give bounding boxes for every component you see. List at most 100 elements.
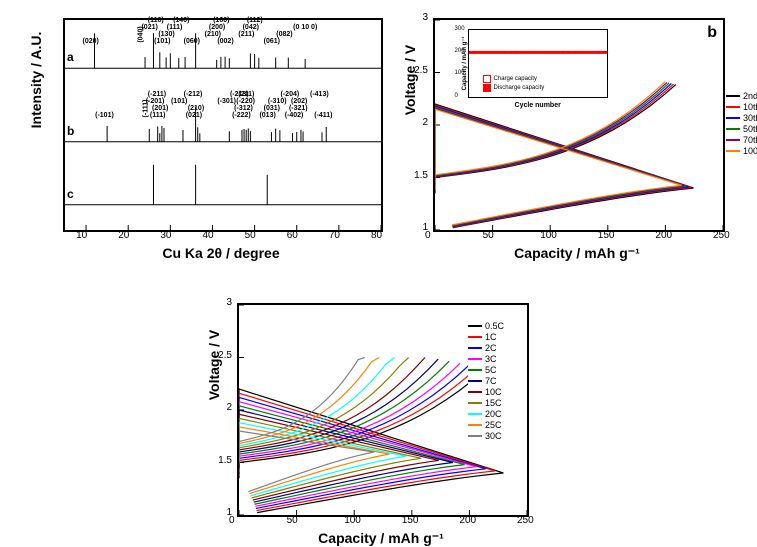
inset-legend: Charge capacityDischarge capacity [483,74,545,93]
tick-label: 10 [76,230,87,241]
legend-item: 30C [468,431,504,441]
peak-label: (031) [264,105,280,112]
tick-label: 150 [402,515,419,526]
tick-label: 2.5 [218,350,232,361]
peak-label: (0 10 0) [293,24,317,31]
tick-label: 50 [483,230,494,241]
legend-item: 7C [468,376,504,386]
tick-label: 2 [226,402,232,413]
peak-label: (-301) [217,98,236,105]
panel-b-yticks: 11.522.53 [408,18,430,228]
tick-label: 50 [287,515,298,526]
peak-label: (-402) [285,112,304,119]
tick-label: 2 [422,117,428,128]
peak-label: (101) [171,98,187,105]
peak-label: (210) [205,31,221,38]
tick-label: 100 [344,515,361,526]
legend-item: 3C [468,354,504,364]
tick-label: 100 [540,230,557,241]
tick-label: 3 [226,297,232,308]
panel-b-legend: 2nd10th30th50th70th100th [726,90,757,157]
peak-label: (021) [141,24,157,31]
tick-label: 1 [226,507,232,518]
trace-label-b: b [67,124,74,138]
peak-label: (200) [209,24,225,31]
peak-label: (042) [243,24,259,31]
peak-label: (061) [264,38,280,45]
peak-label: (-312) [234,105,253,112]
tick-label: 50 [245,230,256,241]
peak-label: (-211) [148,91,166,98]
tick-label: 30 [160,230,171,241]
tick-label: 3 [422,12,428,23]
trace-label-a: a [67,50,74,64]
panel-a [63,18,383,232]
peak-label: (210) [188,105,204,112]
tick-label: 80 [371,230,382,241]
peak-label: (-411) [314,112,332,119]
peak-label: (-201) [146,98,165,105]
peak-label: (140) [173,17,189,24]
peak-label: (-101) [95,112,114,119]
tick-label: 1 [422,222,428,233]
panel-c-xticks: 050100150200250 [237,515,525,527]
peak-label: (-321) [289,105,308,112]
panel-b-xlabel: Capacity / mAh g⁻¹ [433,245,721,262]
peak-label: (130) [158,31,174,38]
tick-label: 70 [329,230,340,241]
peak-label: (082) [276,31,292,38]
peak-label: (160) [213,17,229,24]
peak-label: (002) [217,38,233,45]
legend-item: 100th [726,146,757,156]
legend-item: 5C [468,365,504,375]
peak-label: (111) [167,24,183,31]
peak-label: (111) [150,112,166,119]
peak-label: (201) [152,105,168,112]
legend-item: 2C [468,343,504,353]
legend-item: 70th [726,135,757,145]
panel-b-xticks: 050100150200250 [433,230,721,242]
tick-label: 200 [655,230,672,241]
peak-label: (112) [247,17,263,24]
panel-c-xlabel: Capacity / mAh g⁻¹ [237,530,525,547]
peak-label: (211) [238,91,254,98]
legend-item: 15C [468,398,504,408]
legend-item: 25C [468,420,504,430]
peak-label: (021) [186,112,202,119]
tick-label: 60 [287,230,298,241]
tick-label: 200 [459,515,476,526]
trace-label-c: c [67,187,74,201]
tick-label: 250 [517,515,534,526]
tick-label: 150 [598,230,615,241]
panel-a-xlabel: Cu Ka 2θ / degree [63,245,379,261]
legend-item: 1C [468,332,504,342]
legend-item: 0.5C [468,321,504,331]
peak-label: (211) [238,31,254,38]
peak-label: (013) [259,112,275,119]
peak-label: (020) [82,38,98,45]
peak-label: (-204) [281,91,300,98]
panel-c-legend: 0.5C1C2C3C5C7C10C15C20C25C30C [468,320,504,442]
peak-label: (-413) [310,91,329,98]
tick-label: 2.5 [414,65,428,76]
legend-item: 50th [726,124,757,134]
peak-label: (202) [291,98,307,105]
tick-label: 20 [118,230,129,241]
panel-a-ylabel: Intensity / A.U. [28,0,44,180]
peak-label: (-310) [268,98,287,105]
tick-label: 40 [202,230,213,241]
peak-label: (-222) [232,112,251,119]
legend-item: 10C [468,387,504,397]
legend-item: 2nd [726,91,757,101]
legend-item: 10th [726,102,757,112]
peak-label: (110) [148,17,164,24]
peak-label: (-212) [184,91,203,98]
inset-ylabel: Capacity / mAh g⁻¹ [461,30,468,97]
peak-label: (-220) [236,98,255,105]
peak-label: (101) [154,38,170,45]
tick-label: 1.5 [218,455,232,466]
panel-c-yticks: 11.522.53 [212,303,234,513]
peak-label: (060) [184,38,200,45]
inset-xlabel: Cycle number [469,102,607,109]
tick-label: 250 [713,230,730,241]
